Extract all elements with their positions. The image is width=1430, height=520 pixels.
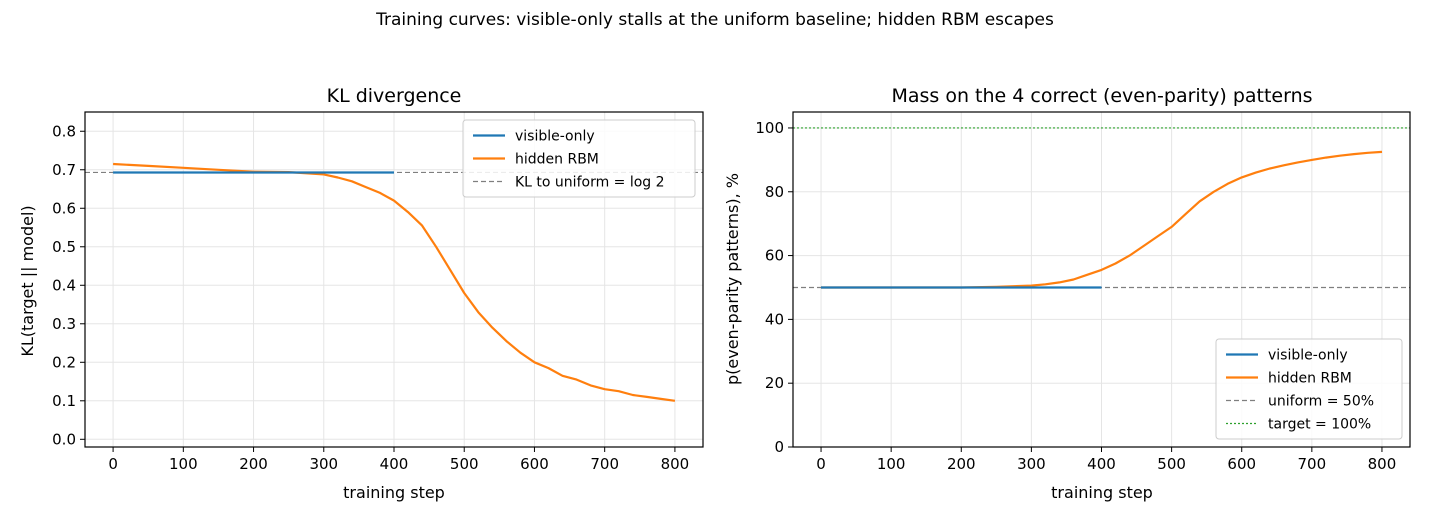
y-tick-label: 80 bbox=[765, 183, 784, 201]
x-tick-label: 500 bbox=[1157, 455, 1186, 473]
legend-label: visible-only bbox=[1268, 348, 1348, 364]
y-tick-label: 0.8 bbox=[52, 122, 76, 140]
legend: visible-only hidden RBM uniform = 50% targe… bbox=[1215, 338, 1403, 440]
legend-label: target = 100% bbox=[1268, 417, 1371, 433]
x-tick-label: 400 bbox=[1087, 455, 1116, 473]
x-tick-label: 200 bbox=[239, 455, 268, 473]
x-tick-label: 400 bbox=[380, 455, 409, 473]
y-tick-label: 40 bbox=[765, 310, 784, 328]
y-tick-label: 0.0 bbox=[52, 430, 76, 448]
legend-label: hidden RBM bbox=[1268, 371, 1352, 387]
y-tick-label: 0.5 bbox=[52, 238, 76, 256]
y-tick-label: 0.3 bbox=[52, 315, 76, 333]
y-tick-label: 0.7 bbox=[52, 161, 76, 179]
legend-label: hidden RBM bbox=[515, 152, 599, 168]
legend: visible-only hidden RBM KL to uniform = lo… bbox=[462, 119, 696, 198]
kl-x-axis-label: training step bbox=[343, 483, 445, 502]
legend-box bbox=[462, 119, 696, 198]
x-tick-label: 0 bbox=[108, 455, 118, 473]
legend-label: uniform = 50% bbox=[1268, 394, 1374, 410]
legend-label: KL to uniform = log 2 bbox=[515, 175, 665, 191]
y-tick-label: 20 bbox=[765, 374, 784, 392]
mass-chart-title: Mass on the 4 correct (even-parity) patt… bbox=[891, 85, 1312, 107]
y-tick-label: 0 bbox=[774, 438, 784, 456]
legend-label: visible-only bbox=[515, 129, 595, 145]
y-tick-label: 60 bbox=[765, 247, 784, 265]
y-tick-label: 0.1 bbox=[52, 392, 76, 410]
y-tick-label: 0.4 bbox=[52, 276, 76, 294]
x-tick-label: 100 bbox=[169, 455, 198, 473]
y-tick-label: 0.6 bbox=[52, 199, 76, 217]
legend-box bbox=[1215, 338, 1403, 440]
x-tick-label: 300 bbox=[309, 455, 338, 473]
kl-divergence-panel: KL divergence training step KL(target ||… bbox=[18, 85, 704, 502]
even-parity-mass-panel: Mass on the 4 correct (even-parity) patt… bbox=[723, 85, 1411, 502]
figure-suptitle: Training curves: visible-only stalls at … bbox=[375, 10, 1054, 30]
x-tick-label: 300 bbox=[1017, 455, 1046, 473]
x-tick-label: 800 bbox=[661, 455, 690, 473]
y-tick-label: 100 bbox=[755, 119, 784, 137]
y-tick-label: 0.2 bbox=[52, 353, 76, 371]
x-tick-label: 500 bbox=[450, 455, 479, 473]
mass-x-axis-label: training step bbox=[1051, 483, 1153, 502]
x-tick-label: 200 bbox=[947, 455, 976, 473]
mass-y-axis-label: p(even-parity patterns), % bbox=[723, 173, 742, 385]
series-line-hidden-rbm bbox=[821, 150, 1383, 289]
x-tick-label: 100 bbox=[877, 455, 906, 473]
kl-chart-title: KL divergence bbox=[327, 85, 462, 107]
x-tick-label: 600 bbox=[1227, 455, 1256, 473]
x-tick-label: 700 bbox=[1298, 455, 1327, 473]
x-tick-label: 800 bbox=[1368, 455, 1397, 473]
x-tick-label: 0 bbox=[816, 455, 826, 473]
x-tick-label: 700 bbox=[590, 455, 619, 473]
kl-y-axis-label: KL(target || model) bbox=[18, 205, 37, 356]
x-tick-label: 600 bbox=[520, 455, 549, 473]
